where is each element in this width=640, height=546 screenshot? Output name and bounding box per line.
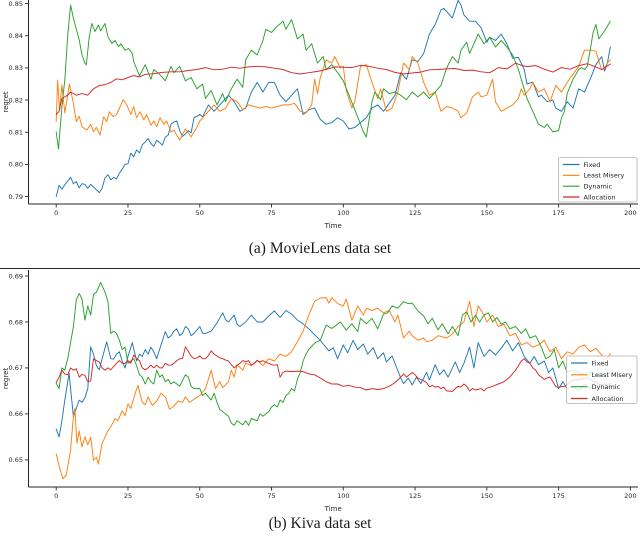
series-line-least-misery	[55, 49, 611, 141]
legend-box	[566, 355, 638, 404]
x-tick-label: 50	[196, 492, 204, 500]
y-tick-label: 0.65	[9, 456, 23, 464]
series-line-dynamic	[55, 281, 611, 426]
legend-label-dynamic: Dynamic	[584, 182, 613, 190]
series-line-fixed	[55, 0, 611, 198]
x-tick-label: 75	[267, 492, 275, 500]
y-tick-label: 0.81	[9, 129, 23, 137]
y-tick-label: 0.82	[9, 96, 23, 104]
y-tick-label: 0.79	[9, 193, 23, 201]
x-tick-label: 0	[54, 492, 58, 500]
kiva-regret-chart: 0 25 50 75 100 125 150 175 200 0.65 0.66 0.67 0.68 0.…	[2, 270, 638, 513]
x-tick-label: 125	[409, 209, 421, 217]
y-tick-label: 0.85	[9, 0, 23, 8]
x-tick-label: 150	[481, 209, 493, 217]
y-tick-label: 0.83	[9, 64, 23, 72]
legend-label-dynamic: Dynamic	[592, 383, 621, 391]
legend-label-allocation: Allocation	[592, 395, 624, 403]
x-tick-label: 75	[267, 209, 275, 217]
legend-label-least-misery: Least Misery	[592, 371, 633, 379]
x-tick-label: 25	[124, 209, 132, 217]
caption-movielens: (a) MovieLens data set	[248, 240, 392, 257]
y-tick-label: 0.68	[9, 318, 23, 326]
separator-line	[0, 268, 640, 269]
movielens-regret-chart: 0 25 50 75 100 125 150 175 200 0.79 0.80 0.81 0.82 0.…	[2, 0, 638, 230]
x-tick-label: 25	[124, 492, 132, 500]
series-line-dynamic	[55, 4, 611, 150]
y-tick-label: 0.80	[9, 161, 23, 169]
legend-label-allocation: Allocation	[584, 193, 616, 201]
x-tick-label: 0	[54, 209, 58, 217]
y-tick-label: 0.67	[9, 364, 23, 372]
y-tick-label: 0.84	[9, 32, 23, 40]
x-tick-label: 100	[337, 492, 349, 500]
legend: Fixed Least Misery Dynamic Allocation	[566, 355, 638, 404]
x-tick-label: 125	[409, 492, 421, 500]
y-axis-label: regret	[2, 368, 10, 390]
legend-label-fixed: Fixed	[584, 161, 601, 169]
series-line-allocation	[55, 346, 611, 392]
series-line-allocation	[55, 62, 611, 115]
x-tick-label: 175	[552, 492, 564, 500]
x-axis-label: Time	[324, 222, 342, 230]
x-tick-label: 150	[481, 492, 493, 500]
caption-kiva: (b) Kiva data set	[268, 515, 372, 532]
x-axis-label: Time	[324, 505, 342, 513]
x-tick-label: 175	[552, 209, 564, 217]
x-tick-label: 200	[624, 209, 636, 217]
y-axis-label: regret	[2, 91, 10, 113]
series-line-least-misery	[55, 297, 611, 480]
legend: Fixed Least Misery Dynamic Allocation	[558, 157, 638, 203]
y-tick-label: 0.69	[9, 272, 23, 280]
x-tick-label: 50	[196, 209, 204, 217]
legend-box	[558, 157, 638, 203]
legend-label-least-misery: Least Misery	[584, 172, 625, 180]
legend-label-fixed: Fixed	[592, 359, 609, 367]
x-tick-label: 200	[624, 492, 636, 500]
x-tick-label: 100	[337, 209, 349, 217]
y-tick-label: 0.66	[9, 410, 23, 418]
